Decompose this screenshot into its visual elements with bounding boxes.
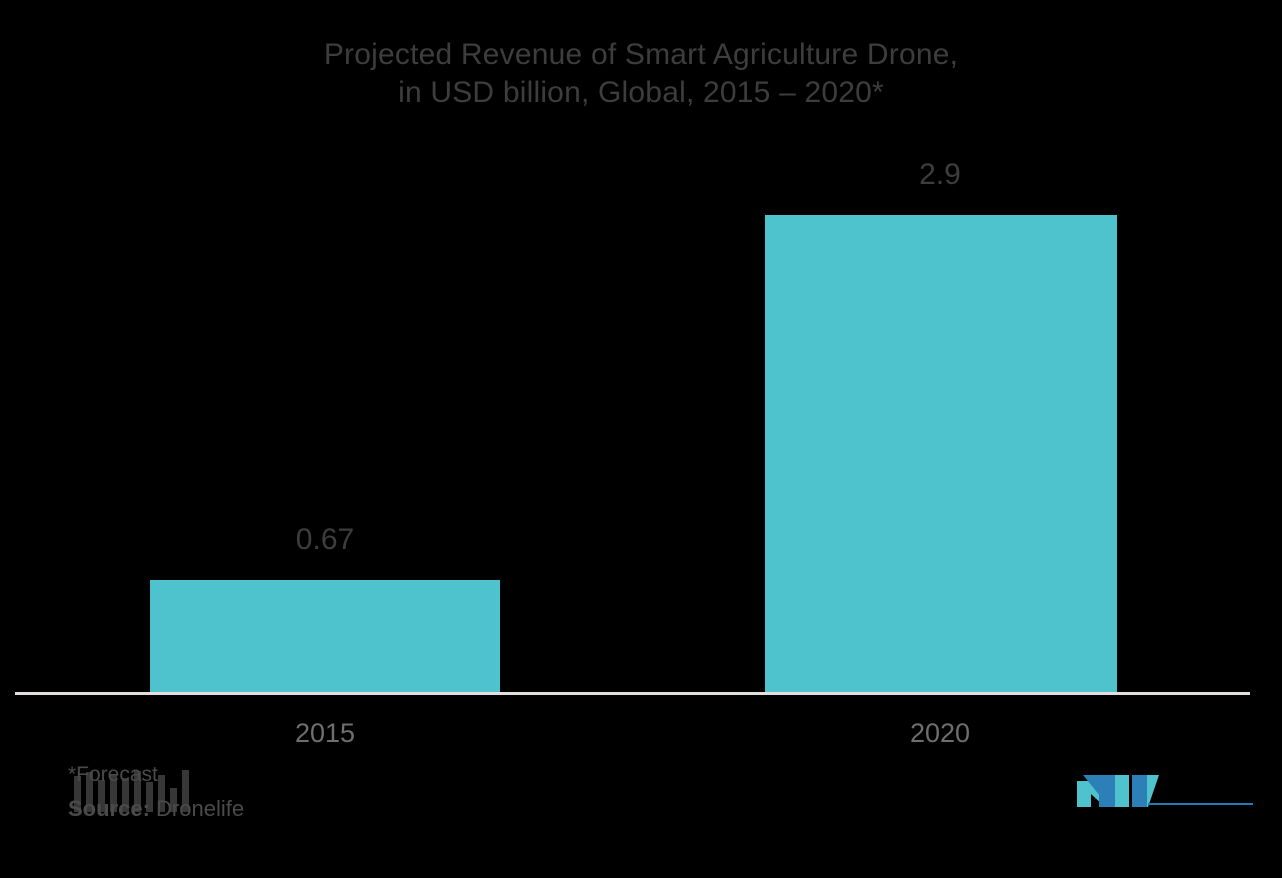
bar-2020[interactable] (765, 215, 1117, 692)
plot-area: 0.67 2.9 (0, 140, 1282, 695)
source-line: Source: Dronelife (68, 796, 244, 822)
logo-underline (1148, 803, 1253, 805)
watermark-bars-icon (74, 770, 189, 812)
chart-title-line-1: Projected Revenue of Smart Agriculture D… (323, 38, 959, 71)
bar-2015[interactable] (150, 580, 500, 692)
source-label: Source: (68, 796, 150, 821)
x-tick-label-2020: 2020 (909, 718, 971, 748)
x-tick-label-2015: 2015 (294, 718, 356, 748)
source-value: Dronelife (149, 796, 245, 821)
chart-title: Projected Revenue of Smart Agriculture D… (0, 36, 1282, 112)
chart-title-line-2: in USD billion, Global, 2015 – 2020* (398, 76, 884, 109)
mi-logo-icon (1077, 775, 1159, 807)
forecast-footnote: *Forecast (68, 763, 158, 786)
x-axis-line (15, 692, 1250, 695)
bar-value-label-2015: 0.67 (295, 523, 355, 556)
bar-value-label-2020: 2.9 (919, 158, 961, 191)
